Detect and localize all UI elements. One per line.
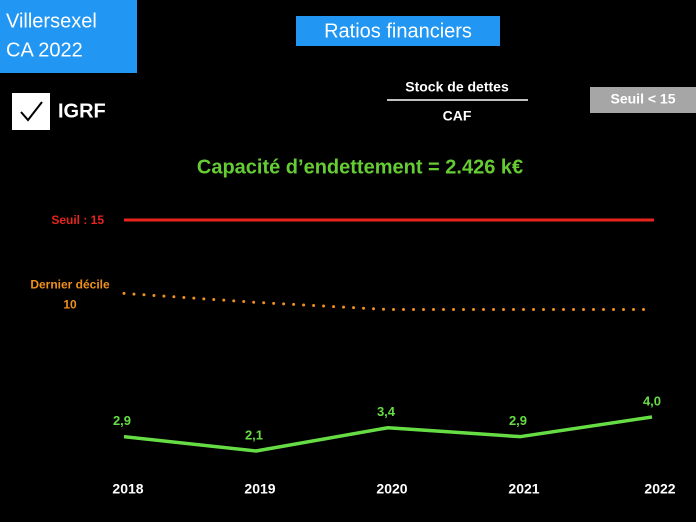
entity-box [0,0,137,73]
checkbox [12,93,50,130]
ratio-numerator: Stock de dettes [405,79,509,95]
threshold-badge [590,87,696,113]
data-label: 2,9 [113,413,131,428]
check-mark [20,101,43,122]
x-tick-label: 2018 [112,481,143,497]
data-label: 2,1 [245,427,263,442]
data-label: 3,4 [377,404,396,419]
x-tick-label: 2021 [508,481,539,497]
data-label: 2,9 [509,413,527,428]
entity-name: Villersexel [6,10,97,32]
title-box [296,16,500,46]
x-tick-label: 2019 [244,481,275,497]
threshold-label: Seuil : 15 [51,213,104,227]
series-label: 10 [63,298,77,312]
checkbox-label: IGRF [58,100,106,122]
x-tick-label: 2020 [376,481,407,497]
title: Ratios financiers [324,20,472,42]
series-name: Dernier décile [30,278,110,292]
entity-year: CA 2022 [6,39,83,61]
threshold-badge-text: Seuil < 15 [611,91,676,107]
x-tick-label: 2022 [644,481,675,497]
series-line [122,291,654,312]
series-line [123,415,653,453]
ratio-denominator: CAF [443,108,472,124]
data-label: 4,0 [643,393,661,408]
capacity: Capacité d’endettement = 2.426 k€ [197,156,523,178]
